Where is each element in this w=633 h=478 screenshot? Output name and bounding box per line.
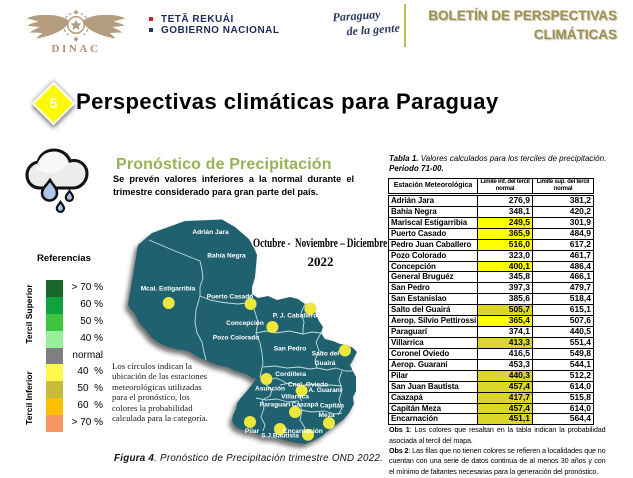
svg-text:Capitán: Capitán [320, 403, 344, 410]
svg-text:S.J.Bautista: S.J.Bautista [261, 433, 299, 440]
svg-text:DINAC: DINAC [51, 43, 100, 55]
svg-text:Cnel. Oviedo: Cnel. Oviedo [288, 382, 328, 389]
svg-text:Paraguarí: Paraguarí [260, 402, 292, 409]
svg-text:Asunción: Asunción [255, 386, 285, 393]
svg-text:Caazapá: Caazapá [292, 402, 319, 409]
svg-text:Puerto Casado: Puerto Casado [207, 294, 254, 301]
svg-text:Guairá: Guairá [315, 360, 336, 367]
svg-text:Villarrica: Villarrica [281, 394, 309, 401]
svg-text:Pozo Colorado: Pozo Colorado [213, 335, 260, 342]
svg-text:A. Guaraní: A. Guaraní [308, 387, 343, 394]
svg-text:Meza: Meza [319, 412, 335, 419]
svg-text:Bahía Negra: Bahía Negra [207, 253, 246, 260]
svg-text:P. J. Caballero: P. J. Caballero [273, 313, 318, 320]
svg-text:Adrián Jara: Adrián Jara [192, 229, 229, 236]
svg-text:Salto del: Salto del [312, 351, 340, 358]
svg-text:Encarnación: Encarnación [283, 428, 323, 435]
svg-text:Cordillera: Cordillera [275, 371, 306, 378]
svg-text:Concepción: Concepción [226, 320, 264, 327]
svg-text:Pilar: Pilar [245, 428, 260, 435]
svg-text:San Pedro: San Pedro [274, 346, 307, 353]
svg-text:Mcal. Estigarribia: Mcal. Estigarribia [141, 286, 196, 293]
